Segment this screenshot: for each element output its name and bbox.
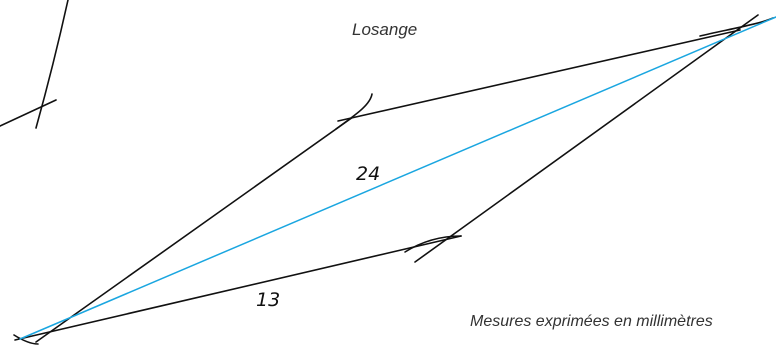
rhombus-side-top (337, 29, 741, 122)
construction-arc-top-vertex (335, 93, 373, 130)
rhombus-side-right (414, 14, 759, 263)
rhombus-side-bottom-left-to-top (35, 116, 354, 343)
rhombus-diagonal (19, 16, 776, 340)
side-length-label: 13 (256, 289, 280, 311)
construction-arc-bottom-left-vertex (13, 334, 39, 345)
construction-line-top-left (0, 99, 57, 127)
diagonal-length-label: 24 (356, 163, 380, 185)
figure-title: Losange (352, 20, 418, 39)
construction-arc-top-left (35, 0, 69, 129)
measurement-caption: Mesures exprimées en millimètres (470, 313, 713, 330)
rhombus-side-bottom (14, 235, 462, 341)
construction-arc-bottom-vertex (404, 235, 462, 253)
